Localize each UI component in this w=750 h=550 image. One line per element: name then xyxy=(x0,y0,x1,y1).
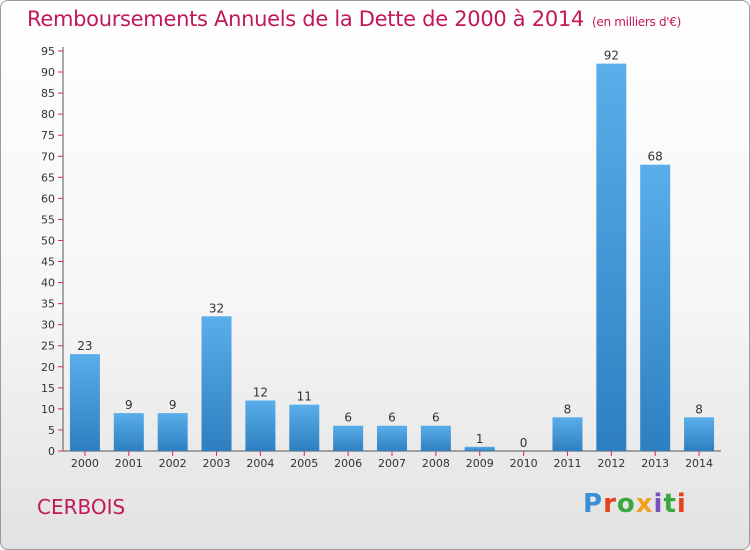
bar-2006 xyxy=(333,425,364,451)
logo-letter: i xyxy=(676,489,687,519)
bar-value-label: 8 xyxy=(564,402,572,416)
logo-letter: P xyxy=(583,489,604,519)
y-tick-label: 90 xyxy=(41,66,55,79)
bar-value-label: 1 xyxy=(476,432,484,446)
y-tick-label: 50 xyxy=(41,234,55,247)
x-tick-label: 2004 xyxy=(246,457,274,470)
y-tick-label: 5 xyxy=(48,424,55,437)
bar-value-label: 9 xyxy=(125,398,133,412)
bar-value-label: 92 xyxy=(604,49,619,63)
bar-2004 xyxy=(245,400,276,451)
y-tick-label: 75 xyxy=(41,129,55,142)
x-tick-label: 2002 xyxy=(159,457,187,470)
chart-unit: (en milliers d'€) xyxy=(592,15,682,29)
y-tick-label: 0 xyxy=(48,445,55,458)
y-tick-label: 30 xyxy=(41,319,55,332)
chart-title-text: Remboursements Annuels de la Dette de 20… xyxy=(27,7,584,31)
bar-2009 xyxy=(464,446,495,451)
bar-value-label: 68 xyxy=(648,150,663,164)
x-tick-label: 2014 xyxy=(685,457,713,470)
bar-value-label: 6 xyxy=(344,411,352,425)
chart-title: Remboursements Annuels de la Dette de 20… xyxy=(27,7,681,31)
x-tick-label: 2010 xyxy=(510,457,538,470)
logo-letter: o xyxy=(616,489,636,519)
y-tick-label: 55 xyxy=(41,213,55,226)
y-tick-label: 35 xyxy=(41,298,55,311)
bar-2000 xyxy=(69,354,100,451)
x-tick-label: 2007 xyxy=(378,457,406,470)
x-tick-label: 2006 xyxy=(334,457,362,470)
logo-letter: t xyxy=(663,489,677,519)
logo-letter: r xyxy=(603,489,617,519)
y-tick-label: 20 xyxy=(41,361,55,374)
x-tick-label: 2013 xyxy=(641,457,669,470)
value-labels: 23 9 9 32 12 11 6 6 6 1 0 8 92 68 8 xyxy=(77,49,703,450)
y-tick-label: 40 xyxy=(41,277,55,290)
bar-value-label: 6 xyxy=(388,411,396,425)
bar-value-label: 12 xyxy=(253,385,268,399)
bar-value-label: 11 xyxy=(297,390,312,404)
bar-value-label: 0 xyxy=(520,436,528,450)
bar-2007 xyxy=(377,425,407,451)
bar-2011 xyxy=(552,417,583,451)
bar-2005 xyxy=(289,404,320,451)
bar-2014 xyxy=(684,417,715,451)
x-tick-label: 2011 xyxy=(553,457,581,470)
bar-value-label: 8 xyxy=(695,402,703,416)
bar-2002 xyxy=(157,413,188,451)
x-tick-label: 2009 xyxy=(466,457,494,470)
proxiti-logo[interactable]: Proxiti xyxy=(583,489,687,519)
logo-letter: x xyxy=(635,489,654,519)
y-tick-label: 70 xyxy=(41,150,55,163)
commune-name: CERBOIS xyxy=(37,495,126,519)
x-tick-label: 2005 xyxy=(290,457,318,470)
y-tick-label: 10 xyxy=(41,403,55,416)
y-tick-label: 15 xyxy=(41,382,55,395)
bar-2012 xyxy=(596,63,627,451)
y-tick-label: 85 xyxy=(41,87,55,100)
y-tick-label: 60 xyxy=(41,192,55,205)
x-tick-label: 2012 xyxy=(597,457,625,470)
y-tick-label: 45 xyxy=(41,256,55,269)
bars xyxy=(69,63,715,451)
logo-letter: i xyxy=(653,489,664,519)
bar-2013 xyxy=(640,164,671,451)
bar-2008 xyxy=(420,425,451,451)
y-tick-label: 65 xyxy=(41,171,55,184)
x-tick-label: 2001 xyxy=(115,457,143,470)
bar-2003 xyxy=(201,316,232,451)
x-tick-label: 2000 xyxy=(71,457,99,470)
bar-value-label: 32 xyxy=(209,301,224,315)
bar-value-label: 23 xyxy=(77,339,92,353)
x-tick-label: 2003 xyxy=(203,457,231,470)
y-tick-label: 25 xyxy=(41,340,55,353)
bar-value-label: 6 xyxy=(432,411,440,425)
axes: 0510152025303540455055606570758085909520… xyxy=(41,45,721,470)
bar-2001 xyxy=(113,413,144,451)
y-tick-label: 80 xyxy=(41,108,55,121)
y-tick-label: 95 xyxy=(41,45,55,58)
bar-value-label: 9 xyxy=(169,398,177,412)
x-tick-label: 2008 xyxy=(422,457,450,470)
